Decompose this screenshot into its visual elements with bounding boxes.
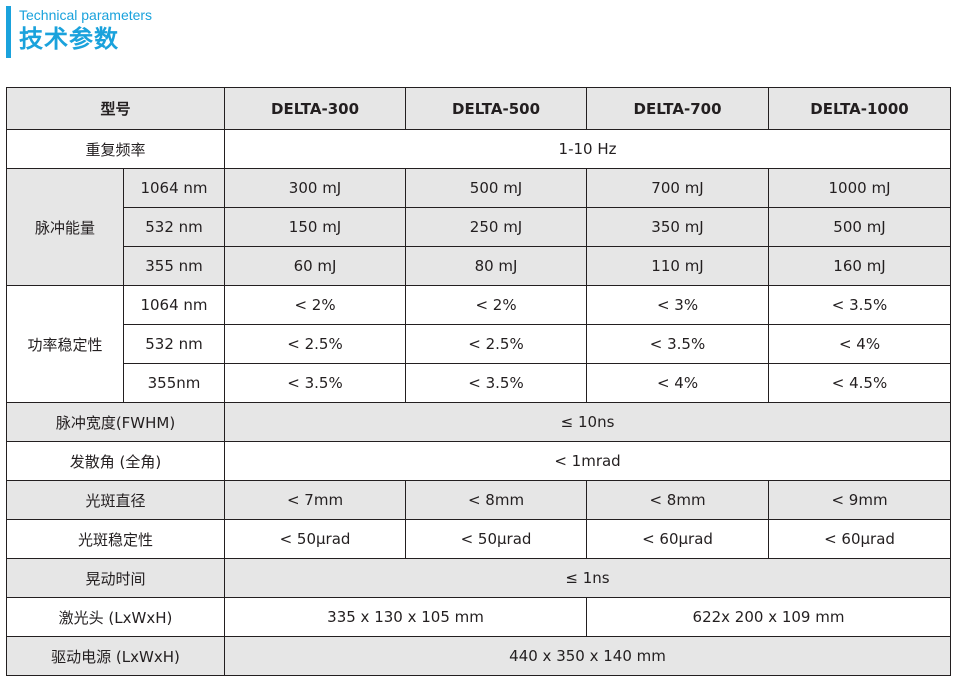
table-row: 功率稳定性 1064 nm < 2% < 2% < 3% < 3.5% (6, 285, 952, 403)
value-cell: < 3.5% (224, 363, 407, 403)
value-cell: < 9mm (768, 480, 952, 520)
table-row: 532 nm 150 mJ 250 mJ 350 mJ 500 mJ (7, 207, 952, 247)
value-cell: < 4% (586, 363, 770, 403)
section-titles: Technical parameters 技术参数 (19, 6, 152, 58)
row-label-pulse-width: 脉冲宽度(FWHM) (5, 402, 226, 442)
value-cell: 1000 mJ (768, 168, 952, 208)
value-cell: < 4.5% (768, 363, 952, 403)
row-label-beam-diameter: 光斑直径 (5, 480, 226, 520)
table-header-row: 型号 DELTA-300 DELTA-500 DELTA-700 DELTA-1… (5, 87, 952, 130)
table-row: 发散角 (全角) < 1mrad (5, 441, 952, 481)
rep-rate-value: 1-10 Hz (224, 129, 952, 169)
table-row: 重复频率 1-10 Hz (5, 129, 952, 169)
value-cell: 160 mJ (768, 246, 952, 286)
spec-table: 型号 DELTA-300 DELTA-500 DELTA-700 DELTA-1… (5, 87, 952, 676)
table-row: 晃动时间 ≤ 1ns (5, 558, 952, 598)
value-cell: < 2% (224, 285, 407, 325)
wavelength-cell: 1064 nm (122, 168, 226, 208)
value-cell: < 2% (405, 285, 588, 325)
table-row: 脉冲能量 1064 nm 300 mJ 500 mJ 700 mJ 1000 m… (6, 168, 952, 286)
row-label-power-stability: 功率稳定性 (6, 285, 124, 403)
model-delta-700: DELTA-700 (586, 87, 770, 130)
value-cell: < 3.5% (586, 324, 770, 364)
value-cell: 250 mJ (405, 207, 588, 247)
value-cell: 500 mJ (768, 207, 952, 247)
row-label-power-supply: 驱动电源 (LxWxH) (5, 636, 226, 676)
section-title-en: Technical parameters (19, 7, 153, 23)
power-supply-value: 440 x 350 x 140 mm (224, 636, 952, 676)
value-cell: < 2.5% (405, 324, 588, 364)
value-cell: < 3.5% (768, 285, 952, 325)
wavelength-cell: 1064 nm (122, 285, 226, 325)
value-cell: 700 mJ (586, 168, 770, 208)
value-cell: < 50μrad (405, 519, 588, 559)
value-cell: 150 mJ (224, 207, 407, 247)
value-cell: < 2.5% (224, 324, 407, 364)
value-cell: < 50μrad (224, 519, 407, 559)
value-cell: 80 mJ (405, 246, 588, 286)
wavelength-cell: 355nm (122, 363, 226, 403)
value-cell: < 60μrad (586, 519, 770, 559)
table-row: 532 nm < 2.5% < 2.5% < 3.5% < 4% (7, 324, 952, 364)
value-cell: 300 mJ (224, 168, 407, 208)
wavelength-cell: 532 nm (122, 207, 226, 247)
value-cell: 60 mJ (224, 246, 407, 286)
table-row: 光斑稳定性 < 50μrad < 50μrad < 60μrad < 60μra… (5, 519, 952, 559)
table-row: 脉冲宽度(FWHM) ≤ 10ns (5, 402, 952, 442)
divergence-value: < 1mrad (224, 441, 952, 481)
table-row: 355 nm 60 mJ 80 mJ 110 mJ 160 mJ (7, 246, 952, 286)
section-title-zh: 技术参数 (19, 25, 119, 53)
value-cell: 350 mJ (586, 207, 770, 247)
table-row: 355nm < 3.5% < 3.5% < 4% < 4.5% (7, 363, 952, 403)
value-cell: < 4% (768, 324, 952, 364)
pulse-width-value: ≤ 10ns (224, 402, 952, 442)
value-cell: < 3.5% (405, 363, 588, 403)
row-label-pulse-energy: 脉冲能量 (6, 168, 124, 286)
row-label-jitter: 晃动时间 (5, 558, 226, 598)
table-row: 光斑直径 < 7mm < 8mm < 8mm < 9mm (5, 480, 952, 520)
table-row: 驱动电源 (LxWxH) 440 x 350 x 140 mm (5, 636, 952, 676)
value-cell: 110 mJ (586, 246, 770, 286)
value-cell: 500 mJ (405, 168, 588, 208)
row-label-rep-rate: 重复频率 (5, 129, 226, 169)
value-cell: < 7mm (224, 480, 407, 520)
value-cell: < 8mm (405, 480, 588, 520)
model-delta-500: DELTA-500 (405, 87, 588, 130)
value-cell: < 8mm (586, 480, 770, 520)
row-label-laser-head: 激光头 (LxWxH) (5, 597, 226, 637)
row-label-beam-stability: 光斑稳定性 (5, 519, 226, 559)
value-cell: < 3% (586, 285, 770, 325)
model-delta-1000: DELTA-1000 (768, 87, 952, 130)
model-delta-300: DELTA-300 (224, 87, 407, 130)
value-cell: 335 x 130 x 105 mm (224, 597, 588, 637)
wavelength-cell: 355 nm (122, 246, 226, 286)
wavelength-cell: 532 nm (122, 324, 226, 364)
accent-bar (6, 6, 11, 58)
value-cell: < 60μrad (768, 519, 952, 559)
section-header: Technical parameters 技术参数 (6, 6, 152, 58)
row-label-divergence: 发散角 (全角) (5, 441, 226, 481)
model-header: 型号 (5, 87, 226, 130)
value-cell: 622x 200 x 109 mm (586, 597, 952, 637)
jitter-value: ≤ 1ns (224, 558, 952, 598)
table-row: 激光头 (LxWxH) 335 x 130 x 105 mm 622x 200 … (5, 597, 952, 637)
